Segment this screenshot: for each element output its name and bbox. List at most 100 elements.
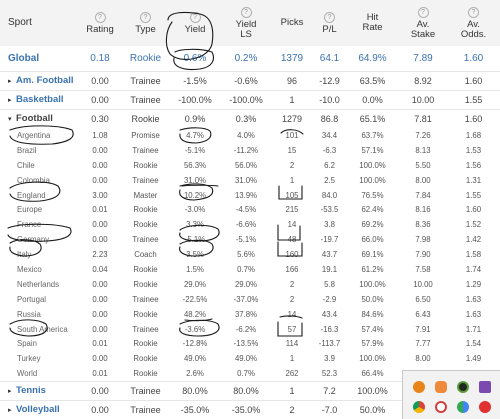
cell-value: 7.90	[415, 250, 431, 260]
cell-value: 57.4%	[361, 324, 384, 334]
cell-av-stake: 7.90	[399, 247, 447, 262]
cell-picks: 1279	[271, 108, 313, 128]
cell-rating: 0.00	[78, 322, 122, 337]
cell-picks: 101	[271, 128, 313, 143]
cell-value: 7.58	[415, 264, 431, 274]
cell-yield: 0.6%	[169, 46, 221, 72]
cell-value: 100.0%	[359, 160, 386, 170]
cell-sport: France	[0, 217, 78, 232]
cell-type: Trainee	[122, 70, 169, 90]
cell-value: -2.9	[322, 294, 337, 304]
cell-value: 1.55	[464, 94, 483, 105]
help-icon[interactable]: ?	[94, 11, 106, 23]
sport-name: Tennis	[16, 385, 46, 397]
global-row[interactable]: Global 0.18 Rookie 0.6% 0.2% 1379 64.1 64.9% 7.8…	[0, 46, 500, 72]
help-icon[interactable]: ?	[417, 6, 429, 18]
cell-sport: Brazil	[0, 143, 78, 158]
cell-yield-ls: 80.0%	[221, 380, 271, 401]
sport-name: Spain	[17, 339, 37, 349]
cell-value: -5.1%	[235, 235, 257, 245]
cell-rating: 0.00	[78, 70, 122, 90]
cell-value: 0.6%	[183, 52, 207, 64]
expand-arrow-icon[interactable]: ▸	[8, 407, 12, 415]
cell-value: 31.0%	[234, 175, 258, 185]
collapse-arrow-icon[interactable]: ▾	[8, 116, 12, 124]
cell-picks: 1379	[271, 46, 313, 72]
cell-type: Rookie	[122, 351, 169, 366]
expand-arrow-icon[interactable]: ▸	[8, 78, 12, 85]
yandex-icon[interactable]	[479, 401, 491, 413]
cell-sport: Turkey	[0, 351, 78, 366]
help-icon[interactable]: ?	[324, 11, 335, 23]
cell-rating: 0.01	[78, 202, 122, 217]
cell-value: 0.00	[92, 324, 108, 334]
cell-value: Rookie	[133, 339, 158, 349]
cell-value: 3.5%	[186, 250, 204, 260]
cell-type: Rookie	[122, 202, 169, 217]
cell-yield-ls: -37.0%	[221, 292, 271, 307]
sport-name: France	[17, 220, 42, 230]
sport-name: Chile	[17, 160, 35, 170]
cell-picks: 57	[271, 322, 313, 337]
table-body: Global 0.18 Rookie 0.6% 0.2% 1379 64.1 64.9% 7.8…	[0, 46, 500, 419]
cell-value: 80.0%	[233, 385, 259, 396]
cell-av-odds: 1.31	[447, 173, 500, 188]
cell-pl: -2.9	[313, 292, 346, 307]
cell-value: 0.00	[92, 354, 108, 364]
cloud-icon[interactable]	[435, 381, 447, 393]
pen-icon[interactable]	[479, 381, 491, 393]
cell-hit-rate: 57.1%	[346, 143, 399, 158]
col-sport[interactable]: Sport	[8, 17, 32, 28]
cell-pl: -7.0	[313, 399, 346, 419]
cell-value: 14	[287, 309, 297, 319]
sport-group-row[interactable]: ▸ Am. Football 0.00 Trainee -1.5% -0.6% 96 -12.…	[0, 70, 500, 90]
cell-value: 6.43	[415, 309, 431, 319]
cell-type: Coach	[122, 247, 169, 262]
cell-type: Rookie	[122, 217, 169, 232]
orange-app-icon[interactable]	[413, 381, 425, 393]
cell-value: 3.00	[92, 190, 108, 200]
cell-picks: 160	[271, 247, 313, 262]
col-type[interactable]: ? Type	[135, 11, 156, 35]
col-hit-rate[interactable]: Hit Rate	[362, 12, 383, 33]
help-icon[interactable]: ?	[189, 11, 201, 23]
col-yield-ls[interactable]: ? Yield LS	[235, 6, 257, 40]
expand-arrow-icon[interactable]: ▸	[8, 388, 12, 396]
cell-av-stake: 7.91	[399, 322, 447, 337]
cell-value: 69.2%	[361, 220, 384, 230]
cell-yield-ls: -13.5%	[221, 336, 271, 351]
cell-value: -100.0%	[178, 94, 212, 105]
col-rating[interactable]: ? Rating	[86, 11, 114, 35]
cell-value: 0.00	[92, 235, 108, 245]
cell-av-odds: 1.54	[447, 336, 500, 351]
cell-yield-ls: 0.7%	[221, 366, 271, 381]
cell-value: -3.0%	[184, 205, 206, 215]
cell-value: Rookie	[131, 113, 160, 124]
help-icon[interactable]: ?	[240, 6, 252, 18]
help-icon[interactable]: ?	[468, 6, 479, 18]
cell-yield-ls: 31.0%	[221, 173, 271, 188]
cell-value: 48	[287, 235, 297, 245]
chrome-icon[interactable]	[413, 401, 425, 413]
cell-picks: 1	[271, 380, 313, 401]
cell-value: 61.2%	[361, 264, 384, 274]
league-row: Russia 0.00 Rookie 48.2% 37.8% 14 43.4 84.6% 6.4…	[0, 307, 500, 322]
chrome-alt-icon[interactable]	[457, 401, 469, 413]
expand-arrow-icon[interactable]: ▸	[8, 97, 12, 104]
sport-group-row[interactable]: ▸ Basketball 0.00 Trainee -100.0% -100.0% 1 -10…	[0, 89, 500, 109]
col-av-odds[interactable]: ? Av. Odds.	[460, 6, 487, 40]
cell-picks: 2	[271, 399, 313, 419]
col-picks[interactable]: Picks	[280, 17, 304, 28]
sport-name: Russia	[17, 309, 41, 319]
cell-value: 0.2%	[234, 52, 258, 64]
clock-icon[interactable]	[435, 401, 447, 413]
col-av-stake[interactable]: ? Av. Stake	[410, 6, 436, 40]
shield-icon[interactable]	[457, 381, 469, 393]
col-yield[interactable]: ? Yield	[184, 11, 206, 35]
cell-rating: 0.00	[78, 217, 122, 232]
sport-group-row[interactable]: ▾ Football 0.30 Rookie 0.9% 0.3% 1279 86.8 65.1%…	[0, 108, 500, 128]
help-icon[interactable]: ?	[140, 11, 151, 23]
col-pl[interactable]: ? P/L	[322, 11, 337, 35]
cell-yield: 0.9%	[169, 108, 221, 128]
cell-yield-ls: 4.0%	[221, 128, 271, 143]
